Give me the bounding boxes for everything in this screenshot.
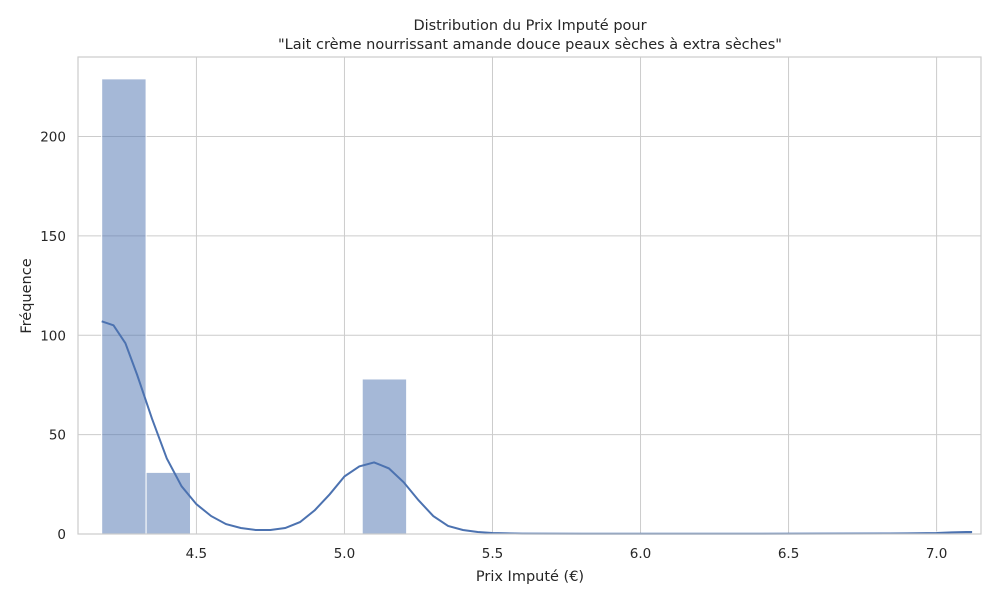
grid-lines <box>78 57 981 535</box>
y-axis-label: Fréquence <box>19 258 35 333</box>
y-tick-label: 100 <box>40 328 66 344</box>
y-tick-label: 50 <box>49 428 66 444</box>
chart-title-line2: "Lait crème nourrissant amande douce pea… <box>278 37 782 53</box>
x-tick-label: 6.0 <box>630 546 651 562</box>
y-tick-label: 150 <box>40 229 66 245</box>
x-axis-ticks: 4.5 5.0 5.5 6.0 6.5 7.0 <box>186 546 948 562</box>
x-axis-label: Prix Imputé (€) <box>476 569 584 585</box>
y-tick-label: 0 <box>57 527 66 543</box>
histogram-bar <box>101 78 147 535</box>
x-tick-label: 5.5 <box>482 546 503 562</box>
histogram-bar <box>145 471 192 535</box>
y-tick-label: 200 <box>40 130 66 146</box>
histogram-bars <box>101 78 973 535</box>
x-tick-label: 6.5 <box>778 546 799 562</box>
x-tick-label: 7.0 <box>926 546 947 562</box>
chart-title-line1: Distribution du Prix Imputé pour <box>413 18 646 34</box>
y-axis-ticks: 0 50 100 150 200 <box>40 130 66 544</box>
histogram-bar <box>361 378 408 535</box>
plot-frame <box>77 56 982 535</box>
x-tick-label: 5.0 <box>334 546 355 562</box>
x-tick-label: 4.5 <box>186 546 207 562</box>
kde-curve <box>101 320 973 535</box>
